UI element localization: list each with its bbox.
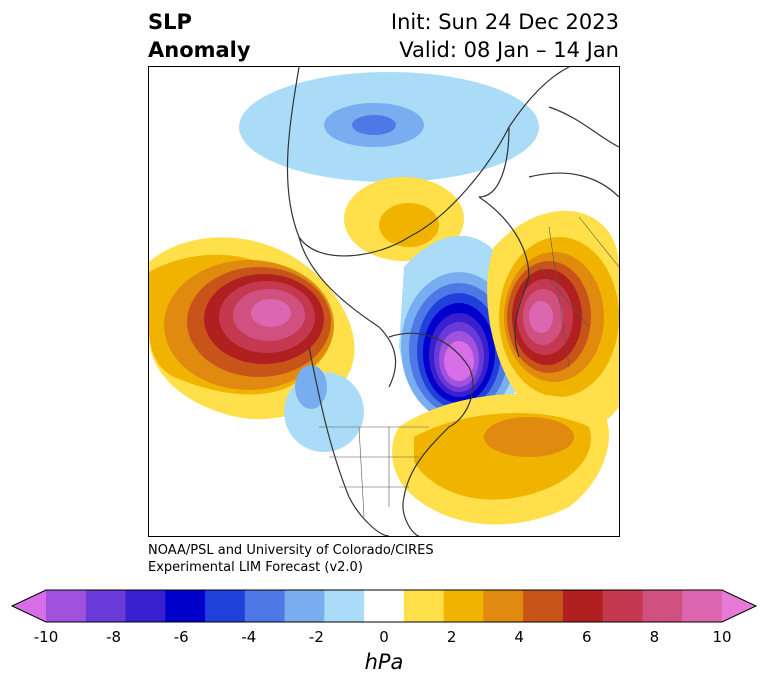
colorbar-swatch [642,590,683,622]
country-borders [319,216,619,518]
colorbar-extend-max [722,590,756,622]
colorbar-tick-label: -10 [33,628,59,646]
colorbar-swatch [682,590,723,622]
colorbar-tick-label: -4 [241,628,257,646]
colorbar-swatch [46,590,87,622]
colorbar-swatch [165,590,206,622]
colorbar-swatch [403,590,445,622]
colorbar-tick-label: 0 [379,628,389,646]
colorbar-swatch [85,590,127,622]
colorbar-extend-min [12,590,46,622]
title-field: SLP Anomaly [148,8,251,64]
colorbar-tick-label: 6 [582,628,592,646]
colorbar-swatch [443,590,484,622]
colorbar-tick-label: 2 [446,628,457,646]
credit-text: NOAA/PSL and University of Colorado/CIRE… [148,542,434,576]
colorbar-tick-label: -6 [173,628,189,646]
colorbar-swatch [244,590,286,622]
colorbar-unit: hPa [364,650,404,674]
colorbar [10,589,758,623]
colorbar-tick-label: 10 [712,628,732,646]
title-line-2: Anomaly [148,38,251,62]
anomaly-atlantic-high [392,393,609,525]
anomaly-pacific-high [149,237,355,420]
colorbar-swatch [602,590,643,622]
colorbar-swatch [562,590,604,622]
colorbar-swatch [324,590,365,622]
colorbar-swatch [205,590,246,622]
map-panel [148,66,620,537]
colorbar-swatch [523,590,564,622]
colorbar-outline [10,589,758,623]
credit-line-1: NOAA/PSL and University of Colorado/CIRE… [148,543,434,558]
anomaly-map [149,67,619,536]
title-dates: Init: Sun 24 Dec 2023 Valid: 08 Jan – 14… [391,8,619,64]
coastlines [286,67,619,536]
anomaly-arctic-high [344,177,464,261]
colorbar-tick-label: 4 [514,628,524,646]
colorbar-swatch [483,590,524,622]
title-line-1: SLP [148,10,192,34]
init-date: Init: Sun 24 Dec 2023 [390,10,619,34]
anomaly-asia-low [239,72,539,182]
colorbar-swatch [284,590,325,622]
credit-line-2: Experimental LIM Forecast (v2.0) [148,560,363,575]
colorbar-tick-label: -8 [106,628,122,646]
valid-date: Valid: 08 Jan – 14 Jan [399,38,619,62]
anomaly-west-coast-low [284,365,364,452]
colorbar-swatch [125,590,166,622]
anomaly-europe-high [487,210,619,430]
colorbar-swatch [364,590,405,622]
colorbar-tick-label: -2 [308,628,324,646]
colorbar-tick-label: 8 [649,628,660,646]
